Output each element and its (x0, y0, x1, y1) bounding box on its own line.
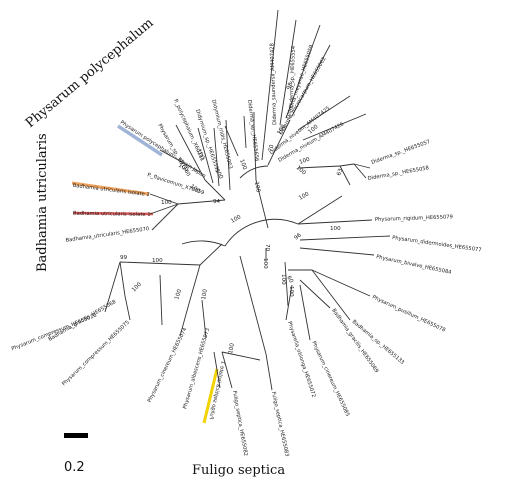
bootstrap-value: 70 (264, 244, 270, 252)
bootstrap-value: 94 (213, 199, 221, 205)
bootstrap-value: 100 (131, 281, 143, 293)
leaf-label: Physarum_compressum_HE655076 (11, 313, 98, 353)
bootstrap-value: 100 (288, 286, 294, 297)
highlight-blue (117, 124, 163, 157)
bootstrap-value: 63 (336, 168, 344, 177)
leaf-label: Physarum_didermoides_HE655077 (392, 235, 482, 253)
bootstrap-value: 100 (295, 165, 307, 177)
bootstrap-value: 70 (268, 144, 275, 153)
leaf-label: Diderma_saundersii_AM407428 (269, 43, 278, 125)
leaf-label: Badhamia utricularis isolate 1 (73, 211, 151, 218)
leaf-label: Diderma_sp._HE655554 (289, 45, 297, 108)
highlight-orange (71, 181, 150, 196)
leaf-label: Fuligo_septica_HE655082 (231, 390, 248, 456)
bootstrap-value: 100 (201, 288, 209, 300)
bootstrap-value: 100 (174, 288, 183, 300)
leaf-labels: Physarum polycephalum - Strain Japan Phy… (11, 43, 482, 457)
bootstrap-value: 100 (253, 181, 261, 193)
bootstrap-value: 100 (299, 156, 311, 165)
leaf-label: Badhamia_utricularis_HE655070 (65, 226, 149, 244)
bootstrap-value: 60 (285, 275, 294, 285)
leaf-label: Physarum_rigidum_HE655079 (375, 214, 453, 223)
leaf-label: Badhamia utricularis isolate 2 (72, 183, 150, 198)
bootstrap-value: 100 (195, 148, 205, 161)
scale-bar-label: 0.2 (64, 460, 85, 475)
highlight-red (72, 211, 154, 216)
bootstrap-value: 100 (298, 191, 311, 202)
bootstrap-value: 100 (307, 124, 319, 136)
bootstrap-value: 100 (277, 123, 288, 136)
leaf-label: Physarum_albescens_HE655073 (182, 327, 211, 409)
leaf-label: Diderma_sp._HE655058 (367, 165, 429, 182)
bootstrap-value: 98 (286, 82, 294, 91)
bootstrap-value: 96 (293, 232, 303, 241)
bootstrap-value: 100 (262, 258, 268, 269)
bootstrap-value: 100 (161, 200, 172, 206)
group-label-physarum-polycephalum: Physarum polycephalum (23, 16, 157, 132)
bootstrap-value: 100 (330, 226, 341, 232)
bootstrap-value: 100 (228, 342, 236, 354)
leaf-label: Diderma_sp._HE655656 (246, 100, 260, 162)
bootstrap-values: 100 100 99 100 100 100 100 100 100 94 10… (120, 82, 344, 355)
bootstrap-value: 100 (189, 184, 202, 195)
leaf-label: Physarum_cinereum_HE655074 (147, 326, 189, 403)
bootstrap-value: 100 (238, 159, 247, 171)
group-label-fuligo-septica: Fuligo septica (192, 463, 285, 478)
bootstrap-value: 100 (280, 274, 286, 285)
bootstrap-value: 100 (213, 168, 224, 181)
bootstrap-value: 100 (177, 163, 190, 174)
scale-bar (64, 433, 88, 438)
bootstrap-value: 100 (152, 258, 163, 264)
branches (104, 9, 391, 391)
bootstrap-value: 100 (230, 214, 243, 225)
bootstrap-value: 99 (120, 255, 128, 261)
leaf-label: Diderma_sp._HE655057 (371, 139, 431, 166)
highlight-yellow (202, 368, 219, 424)
leaf-label: Physarella_oblonga_HE655072 (286, 321, 316, 399)
leaf-label: Physarum_bivalve_HE655084 (376, 254, 453, 276)
leaf-label: Physarum_pusillum_HE655078 (371, 294, 446, 333)
leaf-label: Physarum_cinereum_HE655085 (310, 340, 350, 417)
group-label-badhamia-utricularis: Badhamia utricularis (35, 133, 50, 272)
leaf-label: Fuligo_septica_HE655083 (270, 391, 290, 457)
